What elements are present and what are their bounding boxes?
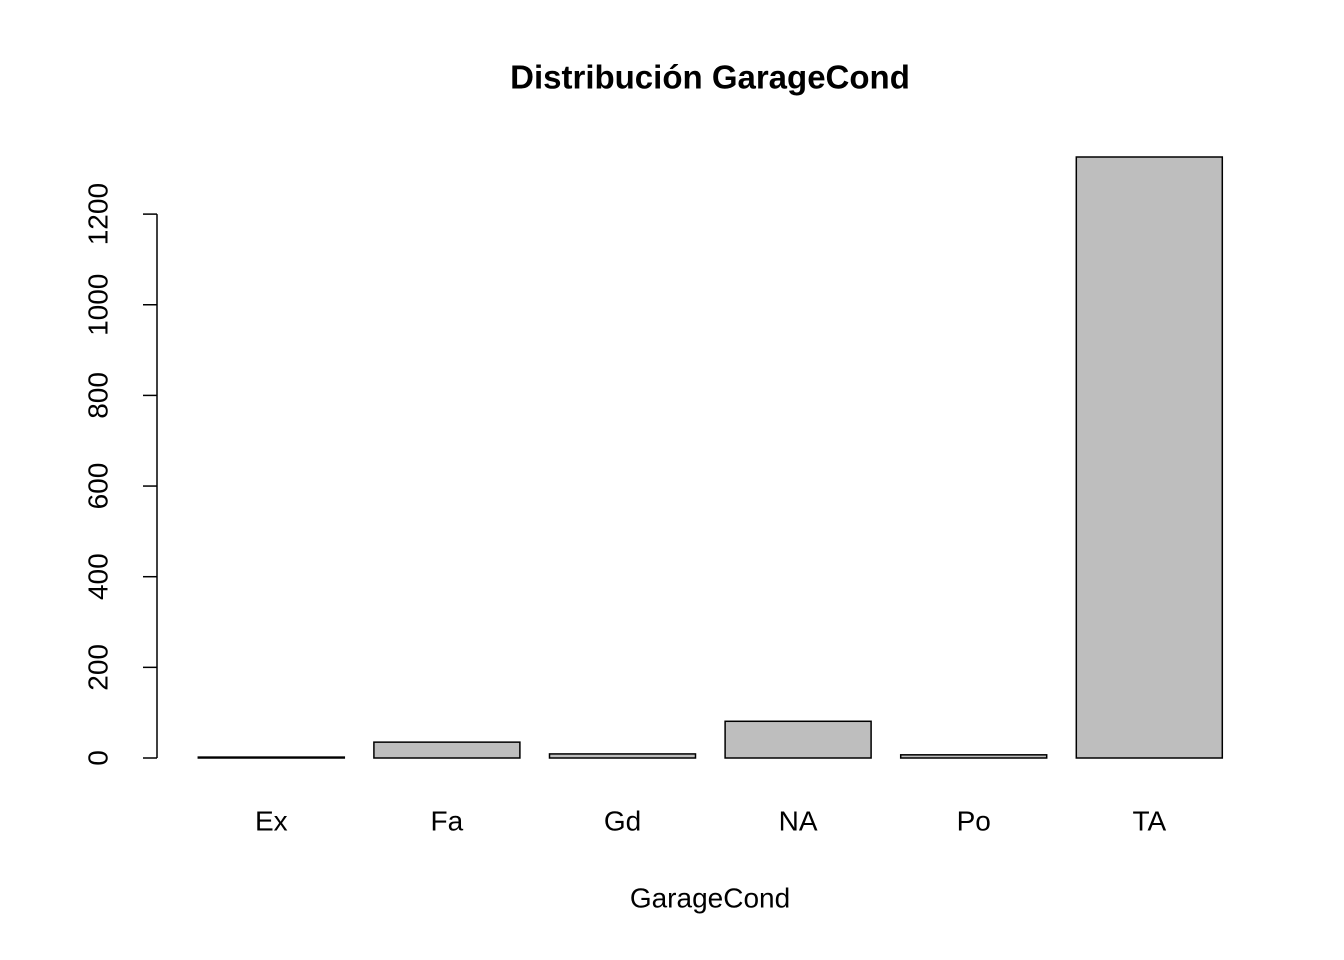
chart-title: Distribución GarageCond <box>510 59 910 96</box>
bar <box>724 720 872 759</box>
x-tick-label: NA <box>779 805 818 836</box>
x-tick-label: Gd <box>604 805 641 836</box>
x-tick-label: Ex <box>255 805 288 836</box>
bar <box>373 741 521 759</box>
y-tick-label: 1000 <box>82 274 113 336</box>
x-tick-label: Po <box>957 805 991 836</box>
bar <box>899 754 1048 759</box>
bar <box>548 753 697 759</box>
y-tick-label: 800 <box>82 372 113 419</box>
y-tick-label: 0 <box>82 750 113 766</box>
y-tick-label: 1200 <box>82 183 113 245</box>
x-tick-label: Fa <box>431 805 464 836</box>
y-tick-label: 200 <box>82 644 113 691</box>
x-axis-label: GarageCond <box>630 882 790 913</box>
y-tick-label: 600 <box>82 463 113 510</box>
bar <box>197 756 346 759</box>
bar <box>1075 156 1224 759</box>
y-tick-label: 400 <box>82 553 113 600</box>
x-tick-label: TA <box>1132 805 1166 836</box>
